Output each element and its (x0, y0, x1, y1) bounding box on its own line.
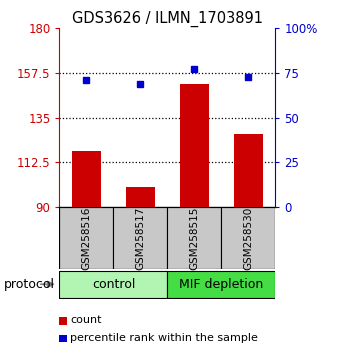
Text: GSM258530: GSM258530 (243, 206, 253, 270)
Bar (114, 207, 167, 269)
Text: count: count (70, 315, 102, 325)
Bar (234, 133, 263, 207)
Bar (72, 152, 101, 207)
Text: control: control (92, 278, 135, 291)
Text: GSM258516: GSM258516 (82, 206, 91, 270)
Bar (59, 207, 114, 269)
Text: MIF depletion: MIF depletion (179, 278, 264, 291)
Text: GSM258515: GSM258515 (189, 206, 200, 270)
Bar (167, 207, 221, 269)
Bar (59, 270, 168, 298)
Bar (125, 187, 155, 207)
Bar (180, 84, 209, 207)
Title: GDS3626 / ILMN_1703891: GDS3626 / ILMN_1703891 (72, 11, 263, 27)
Bar (167, 270, 275, 298)
Text: GSM258517: GSM258517 (135, 206, 146, 270)
Text: percentile rank within the sample: percentile rank within the sample (70, 333, 258, 343)
Text: protocol: protocol (3, 278, 54, 291)
Bar (221, 207, 275, 269)
